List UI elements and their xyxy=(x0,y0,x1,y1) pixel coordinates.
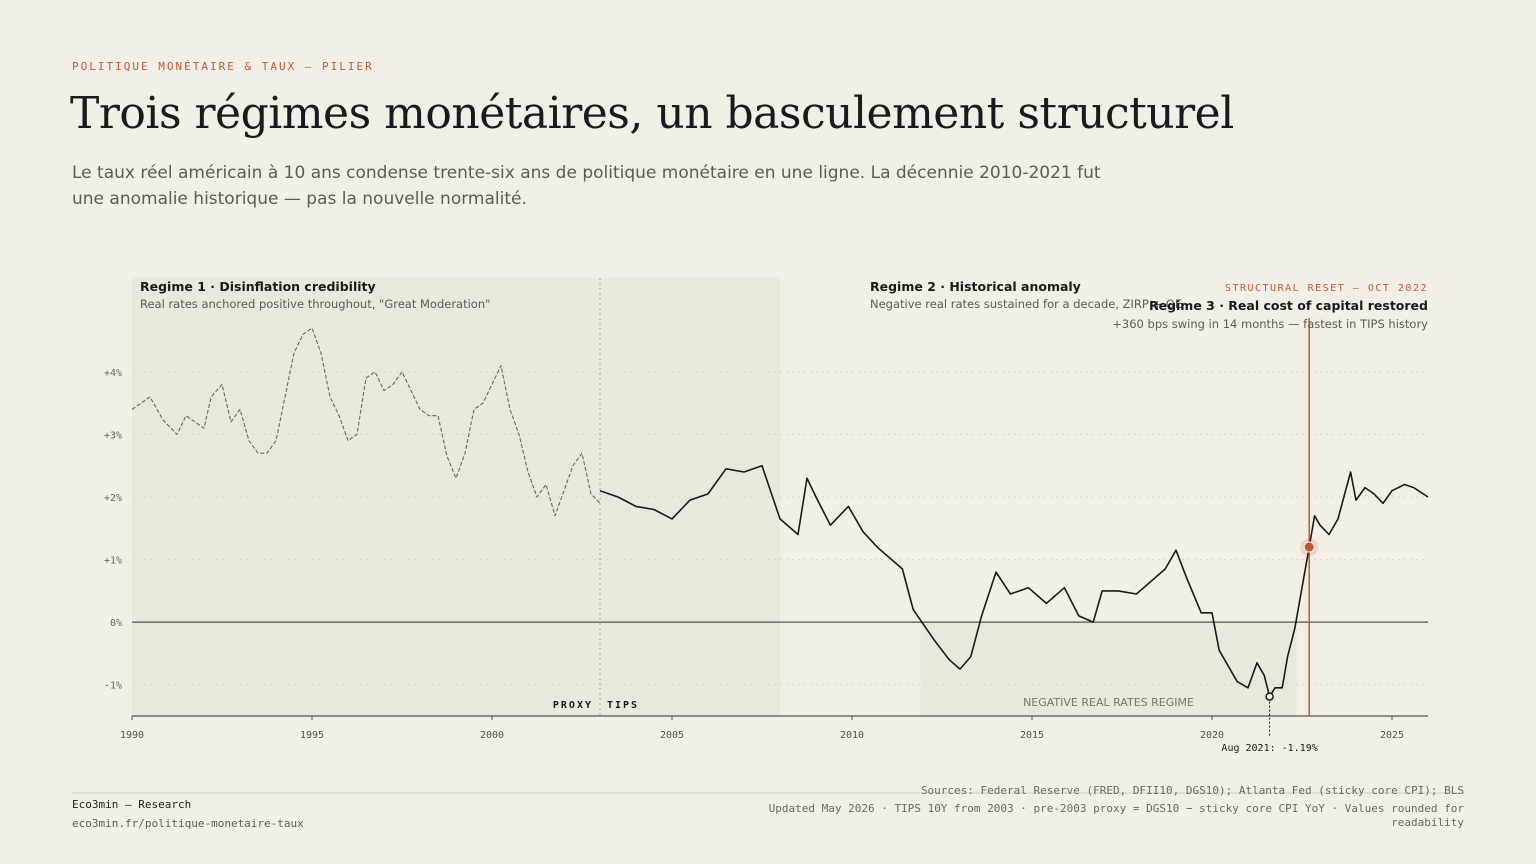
x-tick-label: 2010 xyxy=(840,730,864,741)
regime-note: +360 bps swing in 14 months — fastest in… xyxy=(1112,317,1428,331)
x-tick-label: 1990 xyxy=(120,730,144,741)
regime-kicker: STRUCTURAL RESET — OCT 2022 xyxy=(1225,283,1428,294)
regime-note: Negative real rates sustained for a deca… xyxy=(870,297,1182,311)
title: Trois régimes monétaires, un basculement… xyxy=(70,88,1234,139)
footer-sources: Sources: Federal Reserve (FRED, DFII10, … xyxy=(920,784,1464,797)
series-line xyxy=(599,464,1429,698)
regime-title: Regime 1 · Disinflation credibility xyxy=(140,279,376,294)
series-label: TIPS xyxy=(607,700,639,711)
x-tick-label: 1995 xyxy=(300,730,324,741)
regime-title: Regime 3 · Real cost of capital restored xyxy=(1149,298,1428,313)
x-tick-label: 2005 xyxy=(660,730,684,741)
x-tick-label: 2015 xyxy=(1020,730,1044,741)
regime-title: Regime 2 · Historical anomaly xyxy=(870,279,1081,294)
series-label: PROXY xyxy=(553,700,593,711)
regime-note: Real rates anchored positive throughout,… xyxy=(140,297,490,311)
y-tick-label: +2% xyxy=(104,493,122,504)
footer-url: eco3min.fr/politique-monetaire-taux xyxy=(72,817,304,830)
min-point xyxy=(1265,692,1274,701)
y-tick-label: 0% xyxy=(110,618,122,629)
reset-point xyxy=(1303,541,1315,553)
regime-shade xyxy=(920,622,1297,716)
series-line xyxy=(131,327,601,517)
x-tick-label: 2000 xyxy=(480,730,504,741)
footer-notes: Updated May 2026 · TIPS 10Y from 2003 · … xyxy=(768,802,1464,829)
y-tick-label: +3% xyxy=(104,430,122,441)
x-tick-label: 2025 xyxy=(1380,730,1404,741)
kicker: POLITIQUE MONÉTAIRE & TAUX — PILIER xyxy=(72,60,374,73)
min-label: Aug 2021: -1.19% xyxy=(1221,743,1317,754)
x-tick-label: 2020 xyxy=(1200,730,1224,741)
y-tick-label: +4% xyxy=(104,368,122,379)
subtitle: Le taux réel américain à 10 ans condense… xyxy=(72,163,1101,209)
y-tick-label: +1% xyxy=(104,556,122,567)
regime-label: NEGATIVE REAL RATES REGIME xyxy=(1023,696,1194,709)
y-tick-label: -1% xyxy=(104,681,122,692)
footer-brand: Eco3min — Research xyxy=(72,798,192,811)
